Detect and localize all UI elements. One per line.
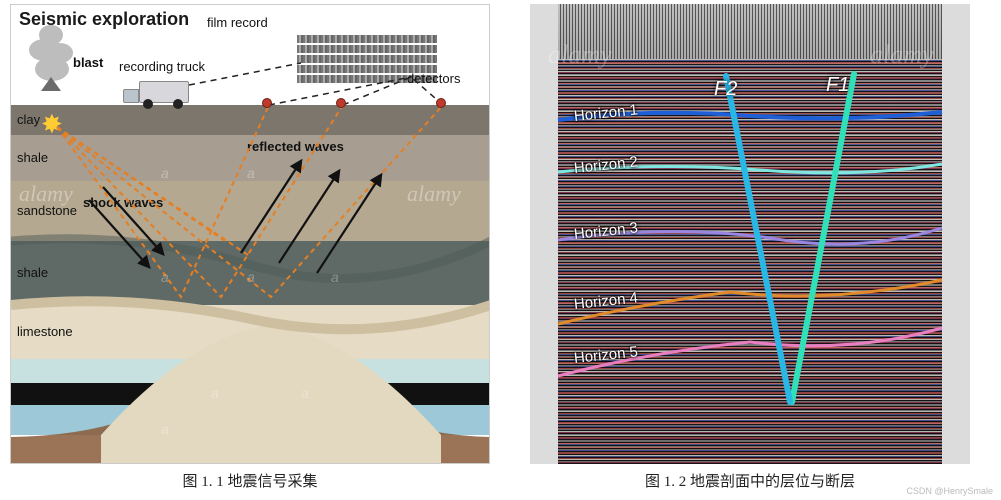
stratum-oil bbox=[11, 383, 489, 405]
recording-truck-icon bbox=[139, 81, 189, 103]
stratum-label-sandstone: sandstone bbox=[17, 203, 77, 218]
shock-waves-label: shock waves bbox=[83, 195, 163, 210]
detectors-label: detectors bbox=[407, 71, 460, 86]
left-panel: Seismic exploration clayshalesandstonesh… bbox=[10, 4, 490, 491]
left-caption: 图 1. 1 地震信号采集 bbox=[10, 470, 490, 491]
seismic-section-diagram: Horizon 1Horizon 2Horizon 3Horizon 4Hori… bbox=[530, 4, 970, 464]
stratum-gas bbox=[11, 359, 489, 383]
stratum-limestone bbox=[11, 305, 489, 359]
page-attribution: CSDN @HenrySmale bbox=[906, 486, 993, 496]
stratum-label-clay: clay bbox=[17, 112, 40, 127]
fault-label-f2: F2 bbox=[714, 78, 737, 101]
stratum-clay bbox=[11, 105, 489, 135]
detector-icon bbox=[262, 98, 272, 108]
stratum-label-limestone: limestone bbox=[17, 324, 73, 339]
blast-cone-icon bbox=[41, 77, 61, 91]
right-caption: 图 1. 2 地震剖面中的层位与断层 bbox=[530, 470, 970, 491]
stratum-label-salt-water: salt water bbox=[211, 412, 267, 427]
stratum-label-shale: shale bbox=[17, 265, 48, 280]
recording-truck-label: recording truck bbox=[119, 59, 205, 74]
fault-label-f1: F1 bbox=[826, 74, 849, 97]
blast-cloud-icon bbox=[29, 25, 75, 85]
blast-label: blast bbox=[73, 55, 103, 70]
reflected-waves-label: reflected waves bbox=[247, 139, 344, 154]
watermark-alamy: alamy bbox=[548, 40, 612, 70]
detector-icon bbox=[436, 98, 446, 108]
film-record-label: film record bbox=[207, 15, 268, 30]
blast-star-icon: ✸ bbox=[41, 109, 63, 140]
watermark-alamy: alamy bbox=[870, 40, 934, 70]
stratum-sandstone bbox=[11, 181, 489, 241]
stratum-label-shale: shale bbox=[17, 150, 48, 165]
seismic-exploration-diagram: Seismic exploration clayshalesandstonesh… bbox=[10, 4, 490, 464]
detector-icon bbox=[336, 98, 346, 108]
fault-line bbox=[792, 74, 854, 402]
stratum-label-gas: gas bbox=[211, 363, 232, 378]
right-panel: Horizon 1Horizon 2Horizon 3Horizon 4Hori… bbox=[530, 4, 970, 491]
